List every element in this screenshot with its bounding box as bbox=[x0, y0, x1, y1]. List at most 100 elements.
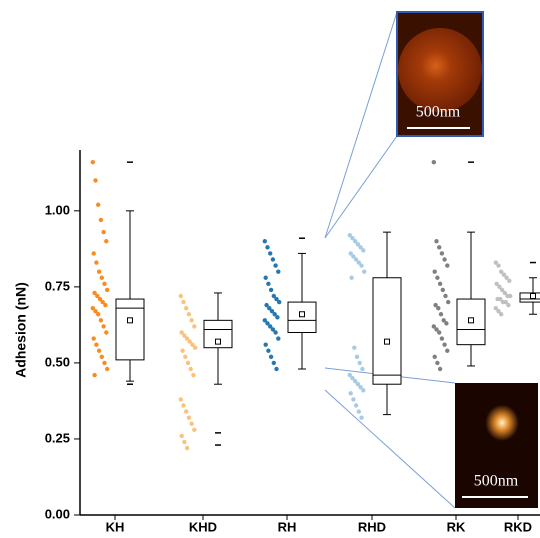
point bbox=[441, 318, 446, 323]
box bbox=[203, 319, 233, 349]
point bbox=[185, 360, 191, 366]
point bbox=[347, 372, 352, 378]
x-tick-label: RKD bbox=[504, 519, 532, 534]
point bbox=[351, 397, 356, 402]
point bbox=[351, 254, 356, 259]
point bbox=[105, 366, 110, 372]
scale-bar-label: 500nm bbox=[474, 473, 519, 490]
point bbox=[359, 263, 364, 268]
point bbox=[358, 245, 363, 250]
point bbox=[436, 305, 441, 311]
point bbox=[359, 415, 364, 420]
point bbox=[101, 229, 106, 235]
point bbox=[360, 366, 365, 372]
inset-bottom: 500nm bbox=[455, 383, 538, 508]
point bbox=[499, 312, 504, 317]
x-tick-label: RH bbox=[278, 519, 297, 534]
scale-bar-label: 500nm bbox=[416, 104, 461, 121]
point bbox=[494, 281, 499, 287]
point bbox=[191, 372, 196, 378]
point bbox=[192, 427, 197, 433]
point bbox=[91, 251, 96, 256]
point bbox=[362, 269, 367, 274]
point bbox=[180, 348, 185, 353]
point bbox=[361, 248, 366, 253]
point bbox=[104, 330, 109, 335]
point bbox=[189, 421, 194, 426]
point bbox=[498, 296, 503, 302]
point bbox=[501, 272, 507, 277]
point bbox=[437, 281, 443, 287]
point bbox=[431, 324, 436, 329]
x-tick-label: RHD bbox=[358, 519, 386, 534]
point bbox=[265, 321, 270, 326]
mean bbox=[530, 293, 536, 299]
point bbox=[262, 239, 267, 244]
point bbox=[432, 354, 437, 360]
point bbox=[496, 263, 501, 268]
point bbox=[90, 305, 96, 311]
point bbox=[445, 263, 450, 268]
point bbox=[350, 236, 355, 241]
point bbox=[446, 299, 451, 305]
point bbox=[268, 324, 273, 329]
point bbox=[271, 293, 276, 299]
point bbox=[355, 382, 361, 387]
point bbox=[189, 318, 194, 323]
mean bbox=[299, 311, 305, 318]
point bbox=[266, 348, 271, 353]
point bbox=[92, 290, 97, 296]
point bbox=[437, 330, 442, 335]
inset-top: 500nm bbox=[396, 11, 484, 137]
point bbox=[502, 290, 507, 296]
point bbox=[184, 336, 190, 341]
mean bbox=[468, 317, 474, 324]
point bbox=[439, 336, 445, 341]
point bbox=[353, 257, 359, 262]
point bbox=[503, 299, 508, 305]
point bbox=[97, 296, 103, 302]
x-tick-label: KH bbox=[106, 519, 125, 534]
point bbox=[499, 269, 504, 274]
point bbox=[357, 360, 362, 366]
point bbox=[442, 342, 447, 347]
point bbox=[179, 433, 184, 439]
point bbox=[186, 312, 192, 317]
mean bbox=[384, 338, 390, 345]
point bbox=[270, 327, 276, 332]
point bbox=[347, 232, 352, 238]
point bbox=[178, 293, 183, 299]
point bbox=[90, 159, 96, 165]
point bbox=[99, 275, 105, 280]
point bbox=[184, 305, 189, 311]
point bbox=[508, 293, 513, 299]
box bbox=[115, 298, 145, 361]
point bbox=[98, 318, 104, 323]
point bbox=[264, 302, 269, 308]
point bbox=[276, 269, 281, 274]
point bbox=[499, 287, 505, 293]
point bbox=[190, 342, 195, 347]
point bbox=[182, 439, 187, 445]
point bbox=[350, 375, 355, 381]
point bbox=[273, 330, 278, 335]
mean bbox=[215, 338, 221, 345]
point bbox=[275, 315, 280, 320]
point bbox=[96, 348, 102, 353]
point bbox=[92, 372, 97, 378]
point bbox=[433, 302, 438, 308]
point bbox=[507, 278, 512, 283]
point bbox=[353, 378, 358, 384]
connector bbox=[324, 389, 456, 509]
point bbox=[101, 324, 106, 329]
point bbox=[274, 296, 279, 302]
y-tick-label: 0.00 bbox=[45, 506, 70, 521]
point bbox=[91, 336, 96, 341]
point bbox=[269, 309, 275, 314]
point bbox=[434, 239, 439, 244]
point bbox=[95, 293, 100, 299]
point bbox=[102, 360, 107, 366]
point bbox=[100, 299, 105, 305]
box bbox=[287, 301, 317, 334]
